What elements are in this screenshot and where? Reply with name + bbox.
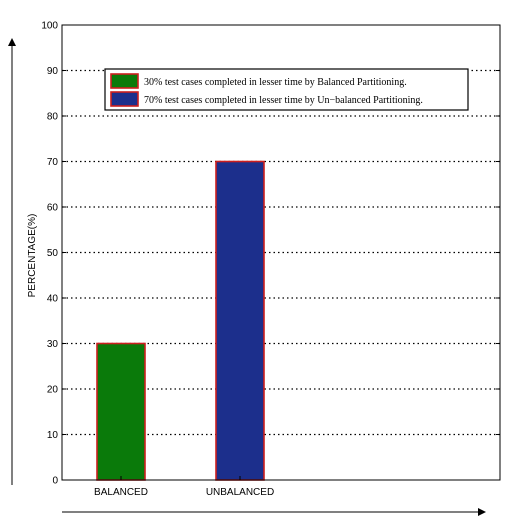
y-tick-label: 10 — [47, 430, 59, 441]
y-tick-label: 30 — [47, 339, 59, 350]
y-tick-label: 80 — [47, 112, 59, 123]
legend-swatch — [110, 91, 139, 107]
bar-unbalanced — [215, 160, 265, 481]
y-tick-label: 70 — [47, 157, 59, 168]
y-tick-label: 20 — [47, 385, 59, 396]
y-tick-label: 40 — [47, 294, 59, 305]
legend-swatch — [110, 73, 139, 89]
y-tick-label: 60 — [47, 203, 59, 214]
x-tick-label: UNBALANCED — [206, 487, 274, 498]
bar-balanced — [96, 342, 146, 481]
legend-label: 30% test cases completed in lesser time … — [144, 77, 407, 88]
bars — [96, 160, 265, 481]
y-tick-label: 0 — [52, 476, 58, 487]
y-tick-label: 90 — [47, 66, 59, 77]
y-tick-label: 100 — [41, 21, 58, 32]
legend-box — [104, 68, 469, 111]
y-tick-label: 50 — [47, 248, 59, 259]
legend-label: 70% test cases completed in lesser time … — [144, 95, 423, 106]
x-tick-labels: BALANCED UNBALANCED — [94, 476, 274, 498]
x-tick-label: BALANCED — [94, 487, 148, 498]
legend: 30% test cases completed in lesser time … — [104, 68, 469, 111]
y-ticks: 0 10 20 30 40 50 60 70 80 90 100 — [41, 21, 500, 487]
y-axis-label: PERCENTAGE(%) — [27, 214, 38, 298]
